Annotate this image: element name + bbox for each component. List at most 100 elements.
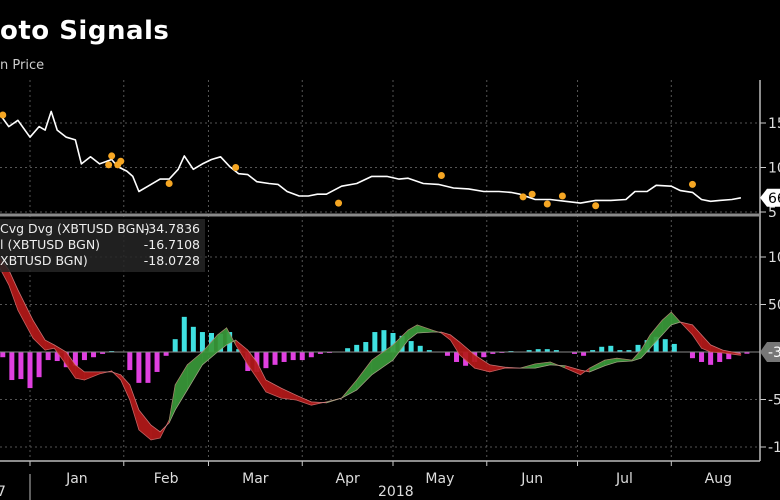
signal-dot	[0, 111, 7, 119]
histogram-bar	[145, 352, 151, 383]
x-month-label: Jun	[520, 471, 543, 487]
histogram-bar	[417, 345, 423, 352]
price-last-value: 66	[768, 191, 780, 207]
x-month-label: Mar	[242, 471, 269, 487]
ribbon-segment	[589, 359, 606, 373]
signal-dot	[558, 192, 566, 200]
ribbon-segment	[295, 394, 312, 406]
histogram-bar	[653, 336, 659, 352]
ribbon-segment	[640, 333, 651, 359]
histogram-bar	[272, 352, 278, 365]
histogram-bar	[381, 330, 387, 352]
signal-dot	[688, 180, 696, 188]
histogram-bar	[181, 316, 187, 352]
legend: Cvg Dvg (XBTUSD BGN) -34.7836 l (XBTUSD …	[0, 219, 205, 272]
signal-dot	[519, 193, 527, 201]
legend-value: -18.0728	[143, 253, 200, 268]
histogram-bar	[54, 352, 60, 362]
histogram-bar	[317, 352, 323, 354]
histogram-bar	[0, 352, 6, 358]
histogram-bar	[454, 352, 460, 362]
histogram-bar	[699, 352, 705, 362]
signal-dot	[335, 199, 343, 207]
histogram-bar	[744, 352, 750, 354]
y-tick-label: 50	[768, 298, 780, 314]
signal-dot	[108, 152, 116, 160]
histogram-bar	[426, 350, 432, 352]
histogram-bar	[717, 352, 723, 362]
x-month-label: May	[425, 471, 454, 487]
histogram-bar	[91, 352, 97, 358]
chart-title: oto Signals	[0, 16, 170, 46]
macd-last-value-tag	[760, 342, 780, 362]
histogram-bar	[199, 332, 205, 352]
macd-ribbon	[0, 257, 742, 441]
histogram-bar	[345, 348, 351, 352]
ribbon-segment	[75, 364, 85, 381]
signal-line	[0, 257, 741, 433]
y-tick-label: -5	[768, 393, 780, 409]
histogram-bar	[390, 333, 396, 352]
histogram-bar	[626, 350, 632, 352]
histogram-bar	[27, 352, 33, 389]
histogram-bar	[490, 352, 496, 354]
histogram-bar	[281, 352, 287, 362]
legend-value: -16.7108	[143, 237, 200, 252]
histogram-bar	[354, 344, 360, 352]
histogram-bar	[726, 352, 732, 360]
histogram-bar	[444, 352, 450, 356]
histogram-bar	[81, 352, 87, 361]
signal-dot	[528, 190, 536, 198]
macd-line	[0, 267, 741, 441]
histogram-bar	[172, 339, 178, 352]
year-label-2017: 7	[0, 484, 6, 500]
signal-dot	[592, 202, 600, 210]
histogram-bar	[154, 352, 160, 372]
y-tick-label: 10	[768, 250, 780, 266]
histogram-bar	[481, 352, 487, 358]
histogram-bar	[526, 350, 532, 352]
histogram-bar	[689, 352, 695, 359]
histogram-bar	[308, 352, 314, 358]
ribbon-segment	[32, 319, 46, 351]
histogram-bar	[408, 341, 414, 352]
legend-value: -34.7836	[143, 221, 200, 236]
histogram-bar	[581, 352, 587, 356]
histogram-bar	[662, 339, 668, 352]
histogram-bar	[127, 352, 133, 371]
histogram-bar	[553, 350, 559, 352]
ribbon-segment	[661, 311, 672, 336]
histogram-bar	[36, 352, 42, 378]
histogram-bar	[263, 352, 269, 369]
histogram-bar	[617, 350, 623, 352]
legend-label: l (XBTUSD BGN)	[0, 237, 101, 252]
histogram-bar	[590, 350, 596, 352]
histogram-bar	[608, 345, 614, 352]
histogram-bar	[708, 352, 714, 365]
histogram-bar	[363, 342, 369, 352]
x-month-label: Jul	[615, 471, 633, 487]
y-tick-label: 5	[768, 205, 777, 221]
histogram-bar	[18, 352, 24, 380]
x-month-label: Apr	[336, 471, 360, 487]
histogram-bar	[599, 346, 605, 352]
year-label-2018: 2018	[378, 484, 414, 500]
histogram-bar	[299, 352, 305, 361]
legend-label: Cvg Dvg (XBTUSD BGN)	[0, 221, 150, 236]
histogram-bar	[72, 352, 78, 366]
x-month-label: Feb	[154, 471, 179, 487]
x-month-label: Jan	[65, 471, 88, 487]
price-panel	[0, 110, 742, 210]
histogram-bar	[190, 326, 196, 352]
ribbon-segment	[356, 359, 373, 391]
legend-label: XBTUSD BGN)	[0, 253, 88, 268]
histogram-bar	[163, 352, 169, 356]
price-last-value-tag	[760, 188, 780, 207]
legend-item-histogram: XBTUSD BGN) -18.0728	[0, 253, 200, 269]
ribbon-segment	[187, 351, 203, 392]
signal-dot	[105, 161, 113, 169]
price-line	[0, 110, 742, 204]
histogram-bar	[535, 349, 541, 352]
histogram-bar	[372, 332, 378, 352]
